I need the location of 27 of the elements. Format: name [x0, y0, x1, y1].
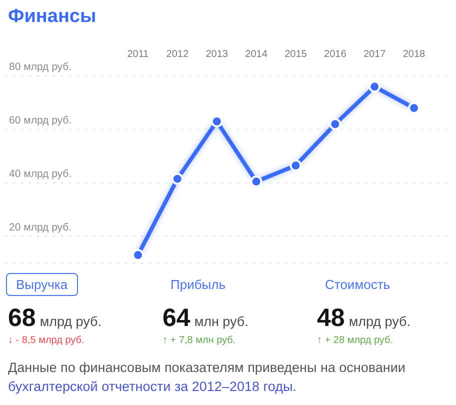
- chart-title: Финансы: [8, 5, 96, 29]
- data-label: 64: [162, 303, 190, 333]
- x-tick-label: 2012: [166, 49, 189, 60]
- x-tick-label: 2016: [324, 49, 347, 60]
- x-tick-label: 2015: [284, 49, 308, 60]
- y-tick-label: 40 млрд руб.: [9, 168, 72, 180]
- text: млрд руб.: [348, 314, 411, 329]
- x-tick-label: 2017: [363, 49, 386, 60]
- y-tick-label: 20 млрд руб.: [9, 221, 72, 234]
- text: млрд руб.: [40, 314, 102, 329]
- x-tick-label: 2018: [402, 49, 426, 60]
- x-tick-label: 2013: [206, 49, 228, 60]
- text: ↑ + 28 млрд руб.: [317, 334, 394, 347]
- category-label: Стоимость: [324, 276, 392, 294]
- category-label: Выручка: [6, 273, 78, 296]
- category-label: Прибыль: [170, 276, 226, 294]
- text: ↓ - 8,5 млрд руб.: [8, 334, 84, 347]
- x-tick-label: 2011: [127, 49, 150, 60]
- x-tick-label: 2014: [245, 49, 268, 60]
- data-label: 48: [317, 303, 345, 333]
- y-tick-label: 60 млрд руб.: [9, 114, 72, 126]
- text: бухгалтерской отчетности за 2012–2018 годы.: [8, 379, 296, 394]
- data-label: 68: [8, 303, 36, 333]
- text: Данные по финансовым показателям приведены на основании: [8, 360, 406, 375]
- text: млн руб.: [194, 314, 248, 329]
- text: ↑ + 7,8 млн руб.: [162, 334, 236, 347]
- y-tick-label: 80 млрд руб.: [9, 61, 72, 73]
